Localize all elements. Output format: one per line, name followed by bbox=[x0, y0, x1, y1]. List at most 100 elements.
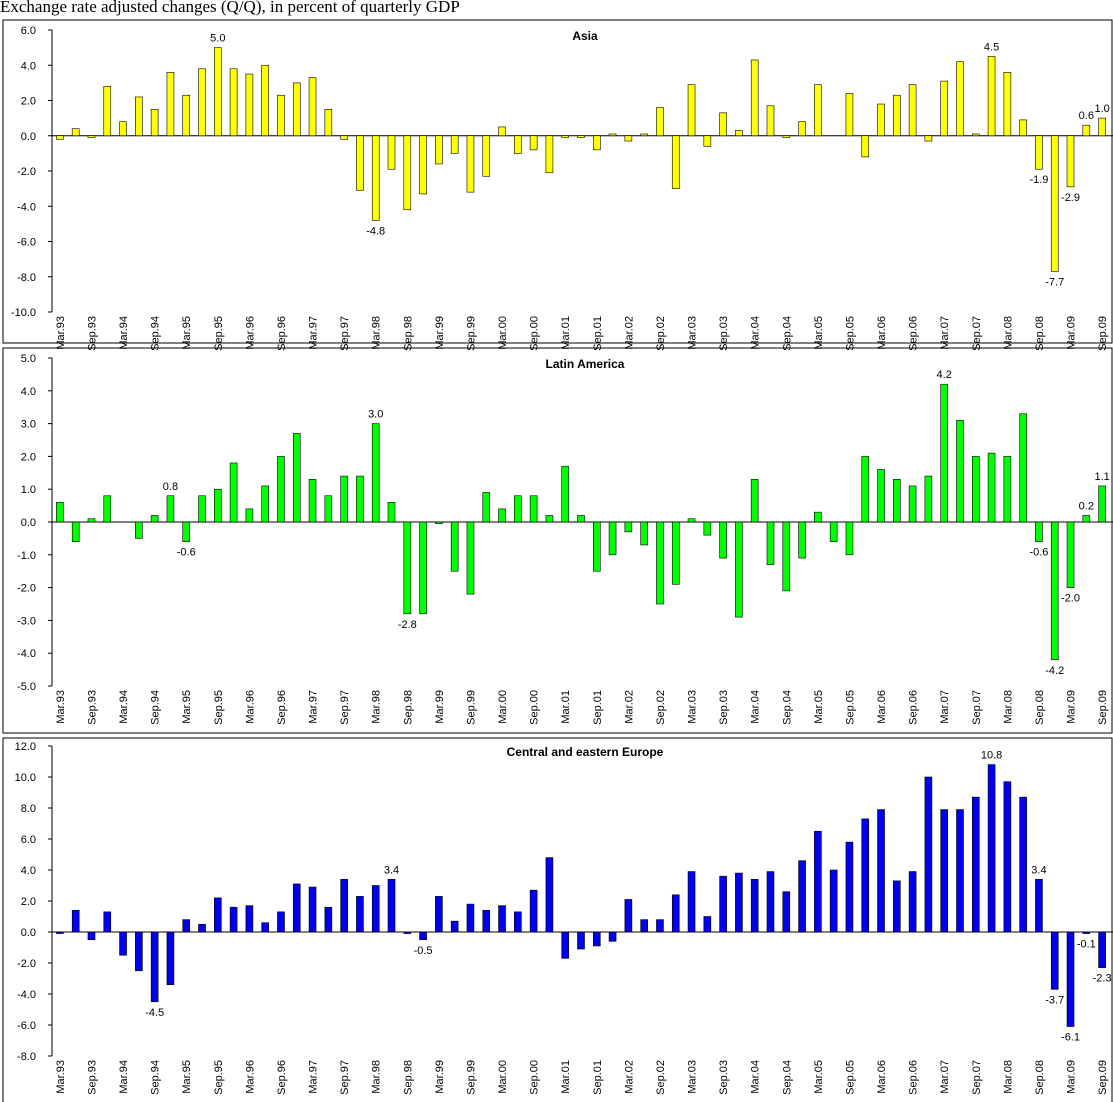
bar bbox=[214, 897, 222, 933]
value-label: -2.3 bbox=[1093, 973, 1112, 985]
bar bbox=[877, 469, 885, 523]
bar bbox=[1019, 413, 1027, 523]
y-tick-label: 8.0 bbox=[21, 803, 36, 815]
y-tick-label: -6.0 bbox=[17, 237, 36, 249]
bar bbox=[214, 488, 222, 523]
y-tick-label: 1.0 bbox=[21, 484, 36, 496]
bar bbox=[971, 133, 980, 137]
bar bbox=[561, 135, 570, 138]
value-label: 0.2 bbox=[1079, 500, 1094, 512]
bar bbox=[324, 495, 333, 523]
bar bbox=[1035, 878, 1043, 933]
bar bbox=[1003, 781, 1012, 933]
bar bbox=[71, 521, 80, 542]
bar bbox=[545, 135, 554, 174]
bar bbox=[1019, 119, 1027, 137]
y-tick-label: 0.0 bbox=[21, 517, 36, 529]
bar bbox=[608, 931, 617, 942]
bar bbox=[656, 107, 664, 137]
bar bbox=[166, 495, 175, 523]
panel-frame bbox=[2, 347, 1113, 734]
x-tick-label: Sep.07 bbox=[971, 316, 983, 351]
value-label: -4.2 bbox=[1045, 665, 1064, 677]
value-label: -0.1 bbox=[1077, 939, 1096, 951]
bar bbox=[371, 423, 380, 523]
bar bbox=[656, 521, 664, 605]
bar bbox=[292, 82, 301, 137]
x-tick-label: Mar.96 bbox=[244, 690, 256, 724]
value-label: -0.5 bbox=[414, 945, 433, 957]
bar bbox=[608, 521, 617, 556]
bar bbox=[592, 931, 601, 947]
x-tick-label: Sep.06 bbox=[908, 690, 920, 725]
bar bbox=[656, 919, 664, 933]
bar bbox=[182, 94, 191, 137]
bar bbox=[308, 77, 317, 137]
bar bbox=[71, 128, 80, 137]
bar bbox=[1082, 931, 1091, 934]
value-label: -4.8 bbox=[366, 225, 385, 237]
bar bbox=[545, 515, 554, 523]
bar bbox=[908, 84, 917, 137]
y-tick-label: 0.0 bbox=[21, 927, 36, 939]
bar bbox=[640, 521, 648, 546]
bar bbox=[166, 72, 175, 137]
value-label: -4.5 bbox=[145, 1007, 164, 1019]
bar bbox=[1050, 931, 1059, 990]
bar bbox=[450, 135, 459, 154]
x-tick-label: Sep.09 bbox=[1097, 690, 1109, 725]
bar bbox=[1019, 796, 1027, 933]
bar bbox=[577, 515, 585, 523]
y-tick-label: -8.0 bbox=[17, 1051, 36, 1063]
bar bbox=[640, 919, 648, 933]
bar bbox=[782, 521, 791, 592]
y-tick-label: 6.0 bbox=[21, 834, 36, 846]
y-tick-label: 12.0 bbox=[15, 741, 36, 753]
value-label: 1.1 bbox=[1094, 471, 1109, 483]
bar bbox=[214, 47, 222, 137]
bar bbox=[277, 456, 285, 523]
y-tick-label: -3.0 bbox=[17, 615, 36, 627]
y-tick-label: 4.0 bbox=[21, 60, 36, 72]
bar bbox=[782, 135, 791, 138]
x-tick-label: Sep.99 bbox=[465, 316, 477, 351]
bar bbox=[277, 94, 285, 137]
bar bbox=[845, 841, 854, 933]
x-tick-label: Mar.04 bbox=[750, 1060, 762, 1094]
value-label: -2.9 bbox=[1061, 192, 1080, 204]
bar bbox=[561, 465, 570, 523]
x-tick-label: Sep.94 bbox=[150, 316, 162, 351]
bar bbox=[466, 135, 475, 193]
x-tick-label: Sep.00 bbox=[529, 690, 541, 725]
x-tick-label: Mar.06 bbox=[876, 316, 888, 350]
x-tick-label: Mar.93 bbox=[55, 316, 67, 350]
x-tick-label: Sep.95 bbox=[213, 690, 225, 725]
bar bbox=[545, 857, 554, 933]
x-tick-label: Sep.04 bbox=[781, 690, 793, 725]
x-tick-label: Mar.00 bbox=[497, 1060, 509, 1094]
x-tick-label: Sep.03 bbox=[718, 1060, 730, 1095]
x-tick-label: Mar.94 bbox=[118, 316, 130, 350]
x-tick-label: Sep.01 bbox=[592, 316, 604, 351]
bar bbox=[356, 475, 364, 523]
bar bbox=[924, 776, 933, 933]
bar bbox=[87, 518, 96, 523]
bar bbox=[482, 909, 491, 933]
x-tick-label: Mar.95 bbox=[181, 1060, 193, 1094]
x-tick-label: Sep.05 bbox=[844, 316, 856, 351]
bar bbox=[1066, 521, 1075, 588]
bar bbox=[719, 521, 727, 559]
bar bbox=[292, 883, 301, 933]
x-tick-label: Mar.09 bbox=[1066, 1060, 1078, 1094]
bar bbox=[782, 891, 791, 933]
bar bbox=[514, 135, 522, 154]
page-title: Exchange rate adjusted changes (Q/Q), in… bbox=[0, 0, 460, 16]
y-tick-label: -2.0 bbox=[17, 583, 36, 595]
bar bbox=[166, 931, 175, 986]
bar bbox=[971, 796, 980, 933]
bar bbox=[592, 521, 601, 572]
bar bbox=[340, 475, 348, 523]
bar bbox=[356, 896, 364, 933]
x-tick-label: Sep.07 bbox=[971, 1060, 983, 1095]
bar bbox=[482, 492, 491, 523]
